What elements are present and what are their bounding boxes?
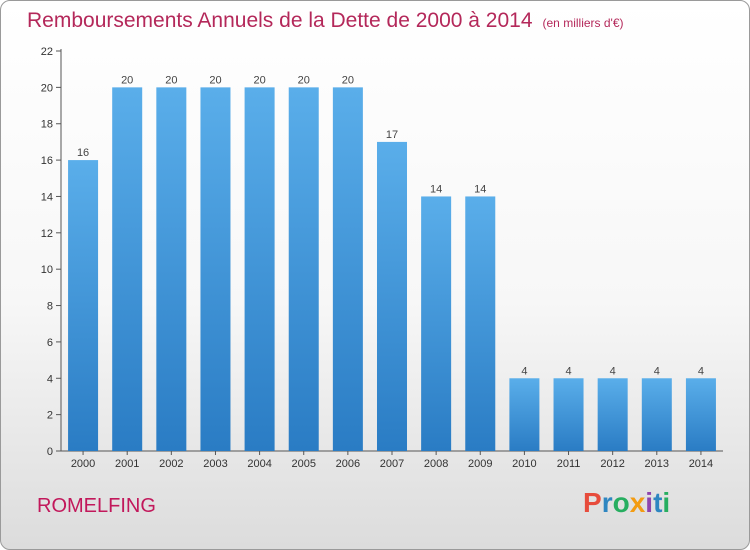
logo-letter: r bbox=[601, 487, 613, 518]
x-tick-label: 2007 bbox=[380, 458, 404, 470]
data-label: 20 bbox=[165, 74, 177, 86]
x-tick-label: 2004 bbox=[247, 458, 271, 470]
y-tick-label: 18 bbox=[41, 119, 53, 131]
bar bbox=[509, 378, 540, 451]
y-tick-label: 6 bbox=[47, 337, 53, 349]
proxiti-logo: Proxiti bbox=[583, 487, 670, 519]
x-tick-label: 2006 bbox=[336, 458, 360, 470]
x-tick-label: 2011 bbox=[557, 458, 581, 470]
bar bbox=[641, 378, 672, 451]
bar bbox=[597, 378, 628, 451]
logo-letter: P bbox=[583, 487, 602, 518]
x-tick-label: 2000 bbox=[71, 458, 95, 470]
data-label: 4 bbox=[698, 365, 704, 377]
y-tick-label: 20 bbox=[41, 82, 53, 94]
bar bbox=[421, 196, 452, 451]
logo-letter: o bbox=[612, 487, 630, 518]
data-label: 16 bbox=[77, 147, 89, 159]
bar bbox=[68, 160, 99, 451]
data-label: 20 bbox=[342, 74, 354, 86]
data-label: 4 bbox=[565, 365, 571, 377]
x-tick-label: 2008 bbox=[424, 458, 448, 470]
data-label: 4 bbox=[521, 365, 527, 377]
y-tick-label: 12 bbox=[41, 228, 53, 240]
x-tick-label: 2001 bbox=[115, 458, 139, 470]
bar bbox=[553, 378, 584, 451]
chart-title: Remboursements Annuels de la Dette de 20… bbox=[27, 9, 624, 33]
chart-title-text: Remboursements Annuels de la Dette de 20… bbox=[27, 9, 533, 32]
bar bbox=[332, 87, 363, 451]
bar bbox=[376, 141, 408, 451]
commune-name: ROMELFING bbox=[37, 495, 156, 517]
logo-letter: t bbox=[653, 487, 663, 518]
logo-letter: i bbox=[645, 487, 654, 518]
bar bbox=[465, 196, 496, 451]
data-label: 14 bbox=[430, 183, 442, 195]
logo-letter: i bbox=[662, 487, 671, 518]
x-tick-label: 2002 bbox=[159, 458, 183, 470]
bar bbox=[685, 378, 716, 451]
y-tick-label: 2 bbox=[47, 410, 53, 422]
bar bbox=[200, 87, 231, 451]
bars bbox=[68, 87, 716, 451]
y-tick-label: 0 bbox=[47, 446, 53, 458]
y-tick-label: 8 bbox=[47, 301, 53, 313]
x-tick-label: 2012 bbox=[600, 458, 624, 470]
data-label: 17 bbox=[386, 129, 398, 141]
data-label: 20 bbox=[298, 74, 310, 86]
y-tick-label: 14 bbox=[41, 191, 53, 203]
data-label: 20 bbox=[209, 74, 221, 86]
data-label: 14 bbox=[474, 183, 486, 195]
y-tick-label: 4 bbox=[47, 373, 53, 385]
y-tick-label: 22 bbox=[41, 46, 53, 58]
bar bbox=[112, 87, 143, 451]
x-tick-label: 2003 bbox=[203, 458, 227, 470]
x-tick-label: 2009 bbox=[468, 458, 492, 470]
data-label: 4 bbox=[610, 365, 616, 377]
logo-letter: x bbox=[629, 487, 646, 518]
x-tick-label: 2005 bbox=[291, 458, 315, 470]
x-tick-label: 2014 bbox=[689, 458, 713, 470]
bar bbox=[288, 87, 319, 451]
data-label: 20 bbox=[253, 74, 265, 86]
y-tick-label: 16 bbox=[41, 155, 53, 167]
labels: 16 2000 20 2001 20 2002 20 2003 20 2004 20 2005 20 20… bbox=[71, 74, 713, 470]
x-tick-label: 2010 bbox=[512, 458, 536, 470]
bar bbox=[156, 87, 187, 451]
y-tick-label: 10 bbox=[41, 264, 53, 276]
x-tick-label: 2013 bbox=[645, 458, 669, 470]
data-label: 20 bbox=[121, 74, 133, 86]
bar bbox=[244, 87, 275, 451]
data-label: 4 bbox=[654, 365, 660, 377]
unit-note: (en milliers d'€) bbox=[542, 16, 624, 30]
